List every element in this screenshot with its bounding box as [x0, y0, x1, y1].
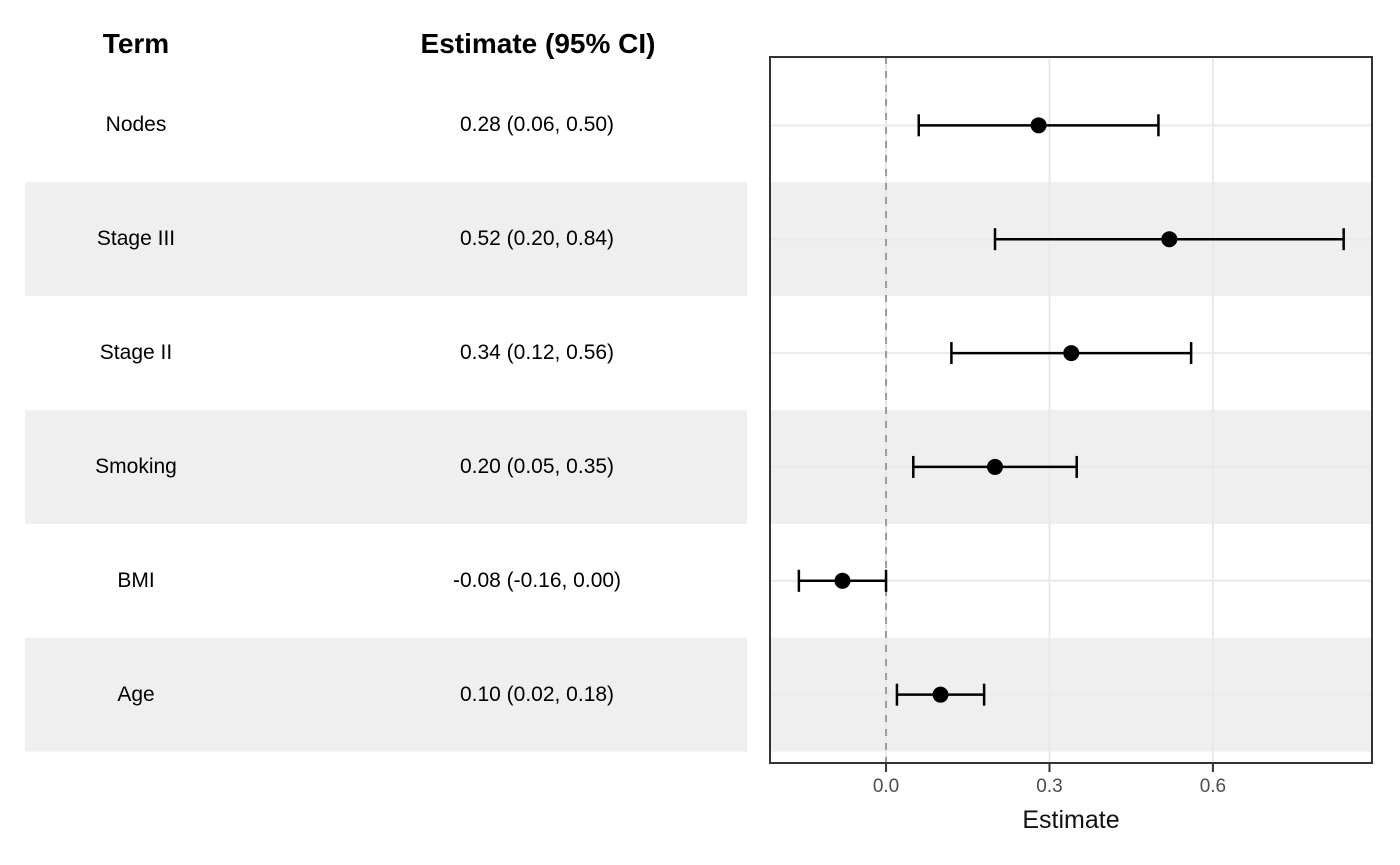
table-row-stripe [25, 182, 747, 297]
table-row-stripe [25, 637, 747, 752]
estimate-ci-value: 0.34 (0.12, 0.56) [459, 341, 615, 365]
estimate-ci-value: 0.52 (0.20, 0.84) [459, 227, 615, 251]
estimate-point [1063, 345, 1080, 362]
estimate-point [932, 686, 949, 703]
estimate-ci-value: 0.20 (0.05, 0.35) [459, 454, 615, 478]
estimate-point [987, 458, 1004, 475]
term-label: Stage II [99, 341, 173, 365]
term-label: Age [117, 682, 155, 706]
estimate-point [1161, 231, 1178, 248]
term-label: Smoking [95, 454, 177, 478]
estimate-ci-value: 0.28 (0.06, 0.50) [459, 113, 615, 137]
estimate-point [1030, 117, 1047, 134]
estimate-ci-value: -0.08 (-0.16, 0.00) [452, 568, 622, 592]
x-axis-title: Estimate [1022, 806, 1119, 834]
table-row-stripe [25, 410, 747, 524]
estimate-ci-value: 0.10 (0.02, 0.18) [459, 682, 615, 706]
term-column-header: Term [102, 28, 170, 59]
panel-border [769, 56, 1373, 764]
estimate-point [834, 572, 851, 589]
term-label: BMI [117, 568, 155, 592]
x-tick-label: 0.6 [1200, 776, 1226, 797]
term-label: Nodes [105, 113, 167, 137]
term-label: Stage III [96, 227, 176, 251]
estimate-column-header: Estimate (95% CI) [420, 28, 656, 59]
x-tick-label: 0.3 [1036, 776, 1062, 797]
x-tick-label: 0.0 [873, 776, 899, 797]
